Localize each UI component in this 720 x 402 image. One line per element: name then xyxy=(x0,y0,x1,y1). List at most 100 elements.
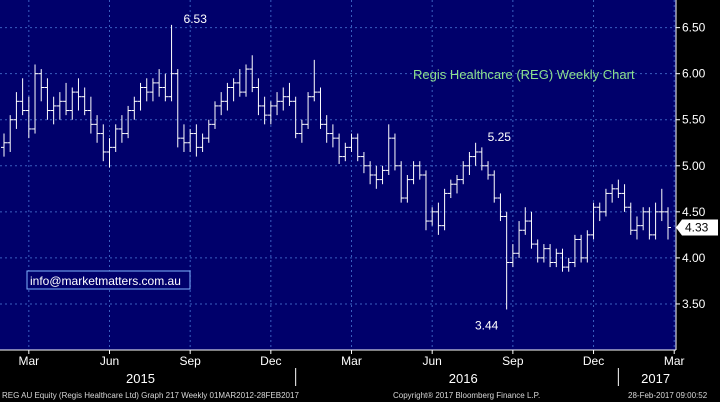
ohlc-bar xyxy=(298,119,305,143)
ohlc-bar xyxy=(422,170,429,231)
x-year-label: 2017 xyxy=(641,371,670,386)
ohlc-bar xyxy=(559,248,566,272)
ohlc-bar xyxy=(44,78,51,120)
ohlc-bar xyxy=(385,124,392,175)
ohlc-bar xyxy=(174,69,181,148)
ohlc-bar xyxy=(398,161,405,203)
ohlc-bar xyxy=(323,115,330,143)
y-tick-label: 6.00 xyxy=(682,67,706,81)
ohlc-bar xyxy=(553,248,560,268)
x-month-label: Sep xyxy=(179,354,201,368)
plot-area xyxy=(0,0,676,350)
ohlc-bar xyxy=(292,96,299,139)
ohlc-bar xyxy=(485,161,492,180)
ohlc-bar xyxy=(286,82,293,106)
ohlc-bar xyxy=(149,78,156,102)
ohlc-bar xyxy=(534,239,541,263)
ohlc-bar xyxy=(609,184,616,203)
ohlc-bar xyxy=(460,161,467,185)
grid-lines xyxy=(0,0,676,350)
ohlc-bar xyxy=(565,257,572,272)
ohlc-bar xyxy=(19,78,26,116)
ohlc-bar xyxy=(571,234,578,268)
x-month-label: Jun xyxy=(423,354,442,368)
ohlc-bar xyxy=(69,87,76,120)
ohlc-bar xyxy=(354,133,361,162)
ohlc-bar xyxy=(168,24,175,102)
ohlc-bar xyxy=(211,101,218,129)
ohlc-bar xyxy=(360,151,367,174)
x-month-label: Dec xyxy=(583,354,604,368)
ohlc-bar xyxy=(410,161,417,185)
ohlc-bar xyxy=(454,175,461,194)
ohlc-bar xyxy=(267,101,274,125)
annotations: 6.53 5.25 3.44 4.33 xyxy=(184,12,718,332)
y-tick-label: 4.00 xyxy=(682,251,706,265)
ohlc-bar xyxy=(658,188,665,222)
ohlc-bar xyxy=(646,207,653,240)
ohlc-bar xyxy=(665,207,671,240)
ohlc-bar xyxy=(1,133,7,157)
x-month-label: Mar xyxy=(664,354,685,368)
ohlc-bar xyxy=(87,96,94,134)
x-month-label: Sep xyxy=(502,354,524,368)
email-box xyxy=(26,270,191,290)
ohlc-bar xyxy=(7,115,14,152)
footer-center: Copyright® 2017 Bloomberg Finance L.P. xyxy=(393,391,540,400)
y-axis: 6.50 6.00 5.50 5.00 4.50 4.00 3.50 xyxy=(675,0,706,350)
ohlc-bar xyxy=(81,87,88,116)
x-month-label: Jun xyxy=(100,354,119,368)
ohlc-bar xyxy=(578,234,585,263)
ohlc-bar xyxy=(391,133,398,171)
ohlc-bar xyxy=(274,92,281,116)
ohlc-bar xyxy=(143,78,150,102)
ohlc-bar xyxy=(615,179,622,199)
ohlc-bar xyxy=(63,82,70,116)
ohlc-bar xyxy=(379,165,386,185)
ohlc-bar xyxy=(224,82,231,111)
ohlc-bar xyxy=(342,142,349,162)
ohlc-bar xyxy=(621,184,628,212)
ohlc-bar xyxy=(547,244,554,268)
x-month-label: Dec xyxy=(260,354,281,368)
ohlc-bar xyxy=(478,147,485,171)
ohlc-bars xyxy=(1,24,671,310)
ohlc-bar xyxy=(584,230,591,263)
x-axis: Mar Jun Sep Dec Mar Jun Sep Dec Mar 2015 2016 2017 xyxy=(0,349,685,386)
ohlc-bar xyxy=(32,64,39,134)
ohlc-bar xyxy=(94,115,101,143)
ohlc-bar xyxy=(447,179,454,199)
ohlc-bar xyxy=(596,202,603,222)
ohlc-bar xyxy=(367,161,374,185)
ohlc-bar xyxy=(522,207,529,235)
ohlc-bar xyxy=(652,202,659,240)
y-tick-label: 3.50 xyxy=(682,297,706,311)
ohlc-bar xyxy=(466,151,473,175)
ohlc-bar xyxy=(472,142,479,166)
ohlc-bar xyxy=(602,188,609,217)
ohlc-bar xyxy=(25,96,32,139)
ohlc-bar xyxy=(441,188,448,231)
ohlc-bar xyxy=(106,138,113,168)
chart-title: Regis Healthcare (REG) Weekly Chart xyxy=(413,67,635,82)
ohlc-bar xyxy=(199,133,206,152)
ohlc-bar xyxy=(509,244,516,268)
price-annotation: 5.25 xyxy=(488,130,512,144)
ohlc-bar xyxy=(75,78,82,111)
ohlc-bar xyxy=(329,124,336,148)
ohlc-bar xyxy=(491,170,498,203)
ohlc-bar xyxy=(156,69,163,97)
ohlc-bar xyxy=(162,73,169,102)
ohlc-bar xyxy=(118,115,125,143)
right-axis-area xyxy=(676,0,720,350)
ohlc-bar xyxy=(311,59,318,102)
ohlc-bar xyxy=(429,207,436,226)
ohlc-bar xyxy=(100,124,107,162)
y-tick-label: 5.00 xyxy=(682,159,706,173)
ohlc-bar xyxy=(56,92,63,120)
ohlc-bar xyxy=(435,202,442,235)
footer-left: REG AU Equity (Regis Healthcare Ltd) Gra… xyxy=(2,391,299,400)
y-tick-label: 5.50 xyxy=(682,113,706,127)
ohlc-bar xyxy=(255,78,262,116)
